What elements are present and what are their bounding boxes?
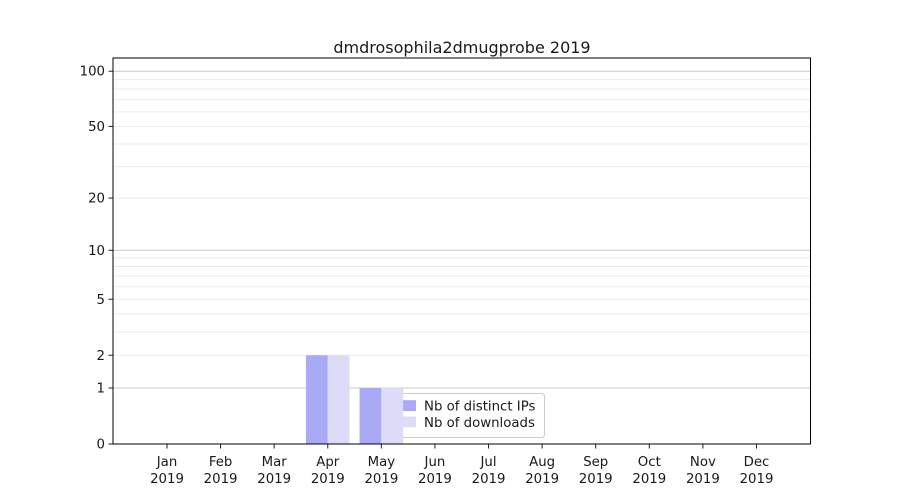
y-tick-label: 100 bbox=[80, 65, 105, 80]
x-tick-year-label: 2019 bbox=[311, 472, 345, 487]
plot-frame bbox=[112, 57, 811, 445]
x-tick-month-label: Jul bbox=[480, 455, 497, 470]
y-tick-label: 20 bbox=[88, 192, 105, 207]
x-tick-year-label: 2019 bbox=[150, 472, 184, 487]
x-tick-year-label: 2019 bbox=[632, 472, 666, 487]
legend-label: Nb of distinct IPs bbox=[424, 400, 536, 415]
y-tick-label: 1 bbox=[97, 382, 105, 397]
legend-label: Nb of downloads bbox=[424, 416, 535, 431]
x-tick-month-label: Sep bbox=[583, 455, 608, 470]
bar bbox=[359, 388, 382, 444]
legend-swatch bbox=[396, 400, 416, 411]
x-tick-year-label: 2019 bbox=[579, 472, 613, 487]
x-tick-month-label: Dec bbox=[744, 455, 770, 470]
x-tick-year-label: 2019 bbox=[525, 472, 559, 487]
bar bbox=[327, 355, 350, 444]
x-tick-month-label: May bbox=[368, 455, 396, 470]
y-tick-label: 2 bbox=[97, 349, 105, 364]
chart-title: dmdrosophila2dmugprobe 2019 bbox=[333, 38, 591, 57]
x-tick-month-label: Jun bbox=[424, 455, 446, 470]
x-tick-month-label: Feb bbox=[209, 455, 233, 470]
y-tick-label: 10 bbox=[88, 244, 105, 259]
x-tick-month-label: Nov bbox=[690, 455, 716, 470]
y-tick-label: 5 bbox=[97, 293, 105, 308]
y-tick-label: 50 bbox=[88, 120, 105, 135]
x-tick-month-label: Mar bbox=[262, 455, 288, 470]
x-tick-month-label: Jan bbox=[156, 455, 178, 470]
x-tick-year-label: 2019 bbox=[740, 472, 774, 487]
x-tick-year-label: 2019 bbox=[364, 472, 398, 487]
y-tick-label: 0 bbox=[97, 438, 105, 453]
x-tick-month-label: Aug bbox=[529, 455, 555, 470]
x-tick-year-label: 2019 bbox=[472, 472, 506, 487]
x-tick-month-label: Apr bbox=[316, 455, 340, 470]
bar bbox=[381, 388, 404, 444]
bar bbox=[305, 355, 328, 444]
x-tick-year-label: 2019 bbox=[418, 472, 452, 487]
legend-swatch bbox=[396, 416, 416, 428]
x-tick-year-label: 2019 bbox=[257, 472, 291, 487]
x-tick-year-label: 2019 bbox=[204, 472, 238, 487]
x-tick-month-label: Oct bbox=[638, 455, 661, 470]
x-tick-year-label: 2019 bbox=[686, 472, 720, 487]
